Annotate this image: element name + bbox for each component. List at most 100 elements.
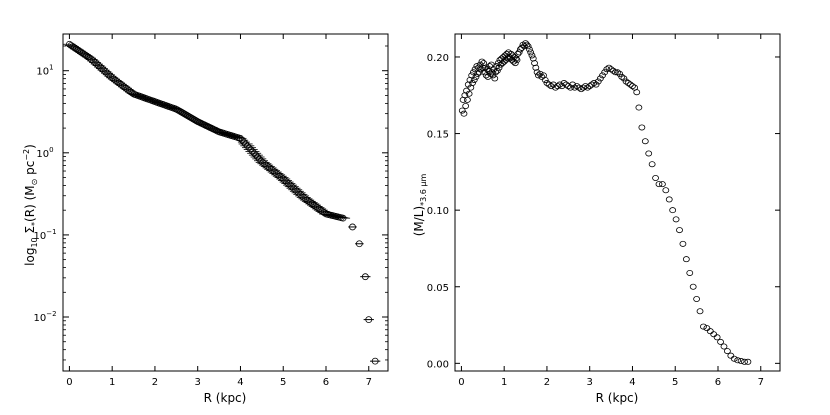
left-data-point [173, 106, 181, 114]
right-data-point [622, 78, 630, 85]
right-panel: 0 1 2 3 4 5 6 7 0.00 0.05 0.10 0.15 0.20 R (kpc) (M/… [412, 33, 781, 405]
left-data-point [74, 46, 82, 54]
left-y-label-pc: pc [23, 161, 37, 179]
right-data-point [689, 283, 697, 290]
left-y-label-sup: −2 [22, 149, 31, 161]
left-data-point [339, 214, 347, 222]
right-data-point [497, 61, 505, 68]
right-data-point [693, 296, 701, 303]
left-y-label-sub1: 10 [30, 237, 39, 247]
right-data-point [710, 331, 718, 338]
right-data-point [569, 81, 576, 88]
left-data-point [187, 114, 195, 121]
left-data-point [67, 42, 75, 49]
left-points [66, 40, 379, 365]
right-data-point [522, 40, 529, 47]
left-data-point [72, 45, 80, 53]
right-data-point [579, 84, 587, 91]
right-data-point [483, 66, 491, 73]
right-data-point [558, 83, 566, 90]
right-data-point [472, 73, 480, 80]
left-errorbars [63, 43, 381, 362]
left-data-point [71, 44, 78, 52]
left-data-point [178, 109, 186, 117]
right-data-point [556, 81, 564, 88]
right-y-label: (M/L)*3.6 μm [412, 173, 428, 236]
right-data-point [641, 138, 649, 145]
left-data-point [189, 115, 196, 122]
right-data-point [478, 58, 486, 65]
left-y-tick-base: 10 [36, 67, 49, 78]
right-data-point [474, 70, 482, 77]
right-axes-frame [454, 33, 781, 372]
right-data-point [614, 69, 621, 76]
left-data-point [371, 357, 379, 365]
right-data-point [645, 150, 653, 157]
right-data-point [486, 63, 494, 70]
right-data-point [635, 104, 643, 111]
left-data-point [78, 49, 85, 56]
left-data-point [242, 140, 249, 148]
right-data-point [659, 181, 666, 188]
right-data-point [727, 352, 735, 359]
left-data-point [112, 77, 119, 84]
right-data-point [571, 84, 579, 91]
right-data-point [534, 72, 542, 79]
left-y-tick-exp: 0 [49, 146, 53, 154]
left-data-point [314, 204, 321, 212]
right-data-point [648, 161, 656, 168]
right-points [458, 40, 752, 365]
right-data-point [676, 227, 683, 234]
right-data-point [665, 196, 673, 203]
right-data-point [465, 90, 473, 97]
right-data-point [510, 58, 517, 65]
right-data-point [611, 69, 619, 76]
left-data-point [125, 87, 133, 95]
right-data-point [473, 63, 481, 70]
left-data-point [307, 199, 314, 206]
left-data-point [119, 82, 126, 89]
right-data-point [594, 78, 602, 85]
left-y-label: log10 Σ*(R) (M⊙ pc−2) [22, 144, 39, 266]
left-y-tick-label: 10−2 [33, 310, 56, 324]
left-data-point [252, 151, 260, 159]
right-data-point [638, 124, 646, 131]
left-x-tick-label: 3 [195, 377, 201, 388]
left-data-point [122, 84, 130, 92]
left-data-point [184, 112, 191, 119]
right-data-point [529, 55, 537, 62]
right-data-point [532, 64, 540, 71]
right-data-point [713, 334, 721, 341]
right-data-point [629, 83, 636, 90]
right-data-point [511, 60, 519, 67]
left-data-point [83, 52, 90, 60]
left-data-point [319, 208, 326, 215]
right-y-label-sub: *3.6 μm [419, 173, 428, 205]
right-data-point [601, 69, 609, 76]
right-data-point [531, 60, 538, 67]
right-data-point [652, 174, 659, 181]
left-axes-frame [62, 33, 389, 372]
left-y-tick-base: 10 [33, 313, 46, 324]
right-data-point [499, 60, 506, 67]
right-data-point [541, 76, 549, 83]
right-ticks: 0 1 2 3 4 5 6 7 0.00 0.05 0.10 0.15 0.20 [427, 34, 780, 388]
right-data-point [527, 49, 535, 56]
left-data-point [310, 201, 318, 209]
right-data-point [655, 181, 663, 188]
right-data-point [609, 67, 617, 74]
right-data-point [464, 96, 471, 103]
right-y-tick-label: 0.05 [427, 283, 449, 294]
left-data-point [302, 195, 309, 203]
right-data-point [592, 81, 600, 88]
right-data-point [669, 207, 677, 214]
right-data-point [584, 84, 591, 91]
right-data-point [481, 64, 489, 71]
left-y-tick-exp: −1 [46, 228, 56, 236]
left-x-tick-label: 5 [280, 377, 286, 388]
right-x-tick-label: 5 [672, 377, 678, 388]
left-data-point [81, 51, 89, 59]
left-data-point [355, 240, 363, 248]
left-data-point [312, 203, 320, 210]
